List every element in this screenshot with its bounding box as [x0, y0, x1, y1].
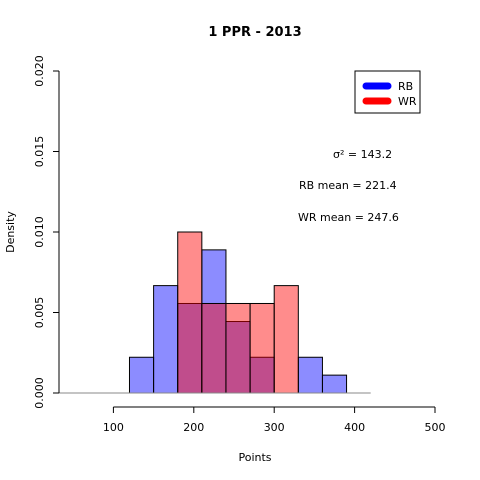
- y-axis: 0.000 0.005 0.010 0.015 0.020: [33, 55, 60, 409]
- bar-rb-150-180: [153, 285, 179, 394]
- legend-label-wr: WR: [398, 95, 417, 108]
- x-tick-label-500: 500: [425, 421, 446, 434]
- sigma-annotation: σ² = 143.2: [333, 148, 392, 161]
- bar-rb-120-150: [128, 356, 155, 394]
- legend: RB WR: [354, 70, 421, 114]
- x-axis: 100 200 300 400 500: [103, 406, 446, 434]
- x-tick-label-300: 300: [264, 421, 285, 434]
- legend-box: [354, 70, 421, 114]
- rb-mean-annotation: RB mean = 221.4: [299, 179, 397, 192]
- bar-wr-240-270: [225, 302, 251, 394]
- bar-rb-210-240: [201, 249, 227, 394]
- plot-bars: [128, 231, 348, 394]
- y-tick-label-0.020: 0.020: [33, 55, 46, 87]
- bar-wr-180-210: [177, 231, 203, 394]
- bar-wr-270-300: [249, 302, 275, 394]
- y-axis-label: Density: [4, 211, 17, 253]
- bar-wr-300-330: [273, 285, 299, 394]
- x-tick-label-200: 200: [183, 421, 204, 434]
- bar-wr-210-240: [201, 302, 227, 394]
- bar-rb-360-390: [321, 374, 348, 394]
- y-tick-label-0.015: 0.015: [33, 136, 46, 168]
- y-tick-label-0.000: 0.000: [33, 377, 46, 409]
- x-tick-label-400: 400: [344, 421, 365, 434]
- x-axis-label: Points: [238, 451, 271, 464]
- wr-mean-annotation: WR mean = 247.6: [298, 211, 399, 224]
- legend-label-rb: RB: [398, 80, 413, 93]
- y-tick-label-0.010: 0.010: [33, 216, 46, 248]
- y-tick-label-0.005: 0.005: [33, 297, 46, 329]
- bar-rb-330-360: [297, 356, 323, 394]
- chart-title: 1 PPR - 2013: [208, 25, 301, 40]
- x-tick-label-100: 100: [103, 421, 124, 434]
